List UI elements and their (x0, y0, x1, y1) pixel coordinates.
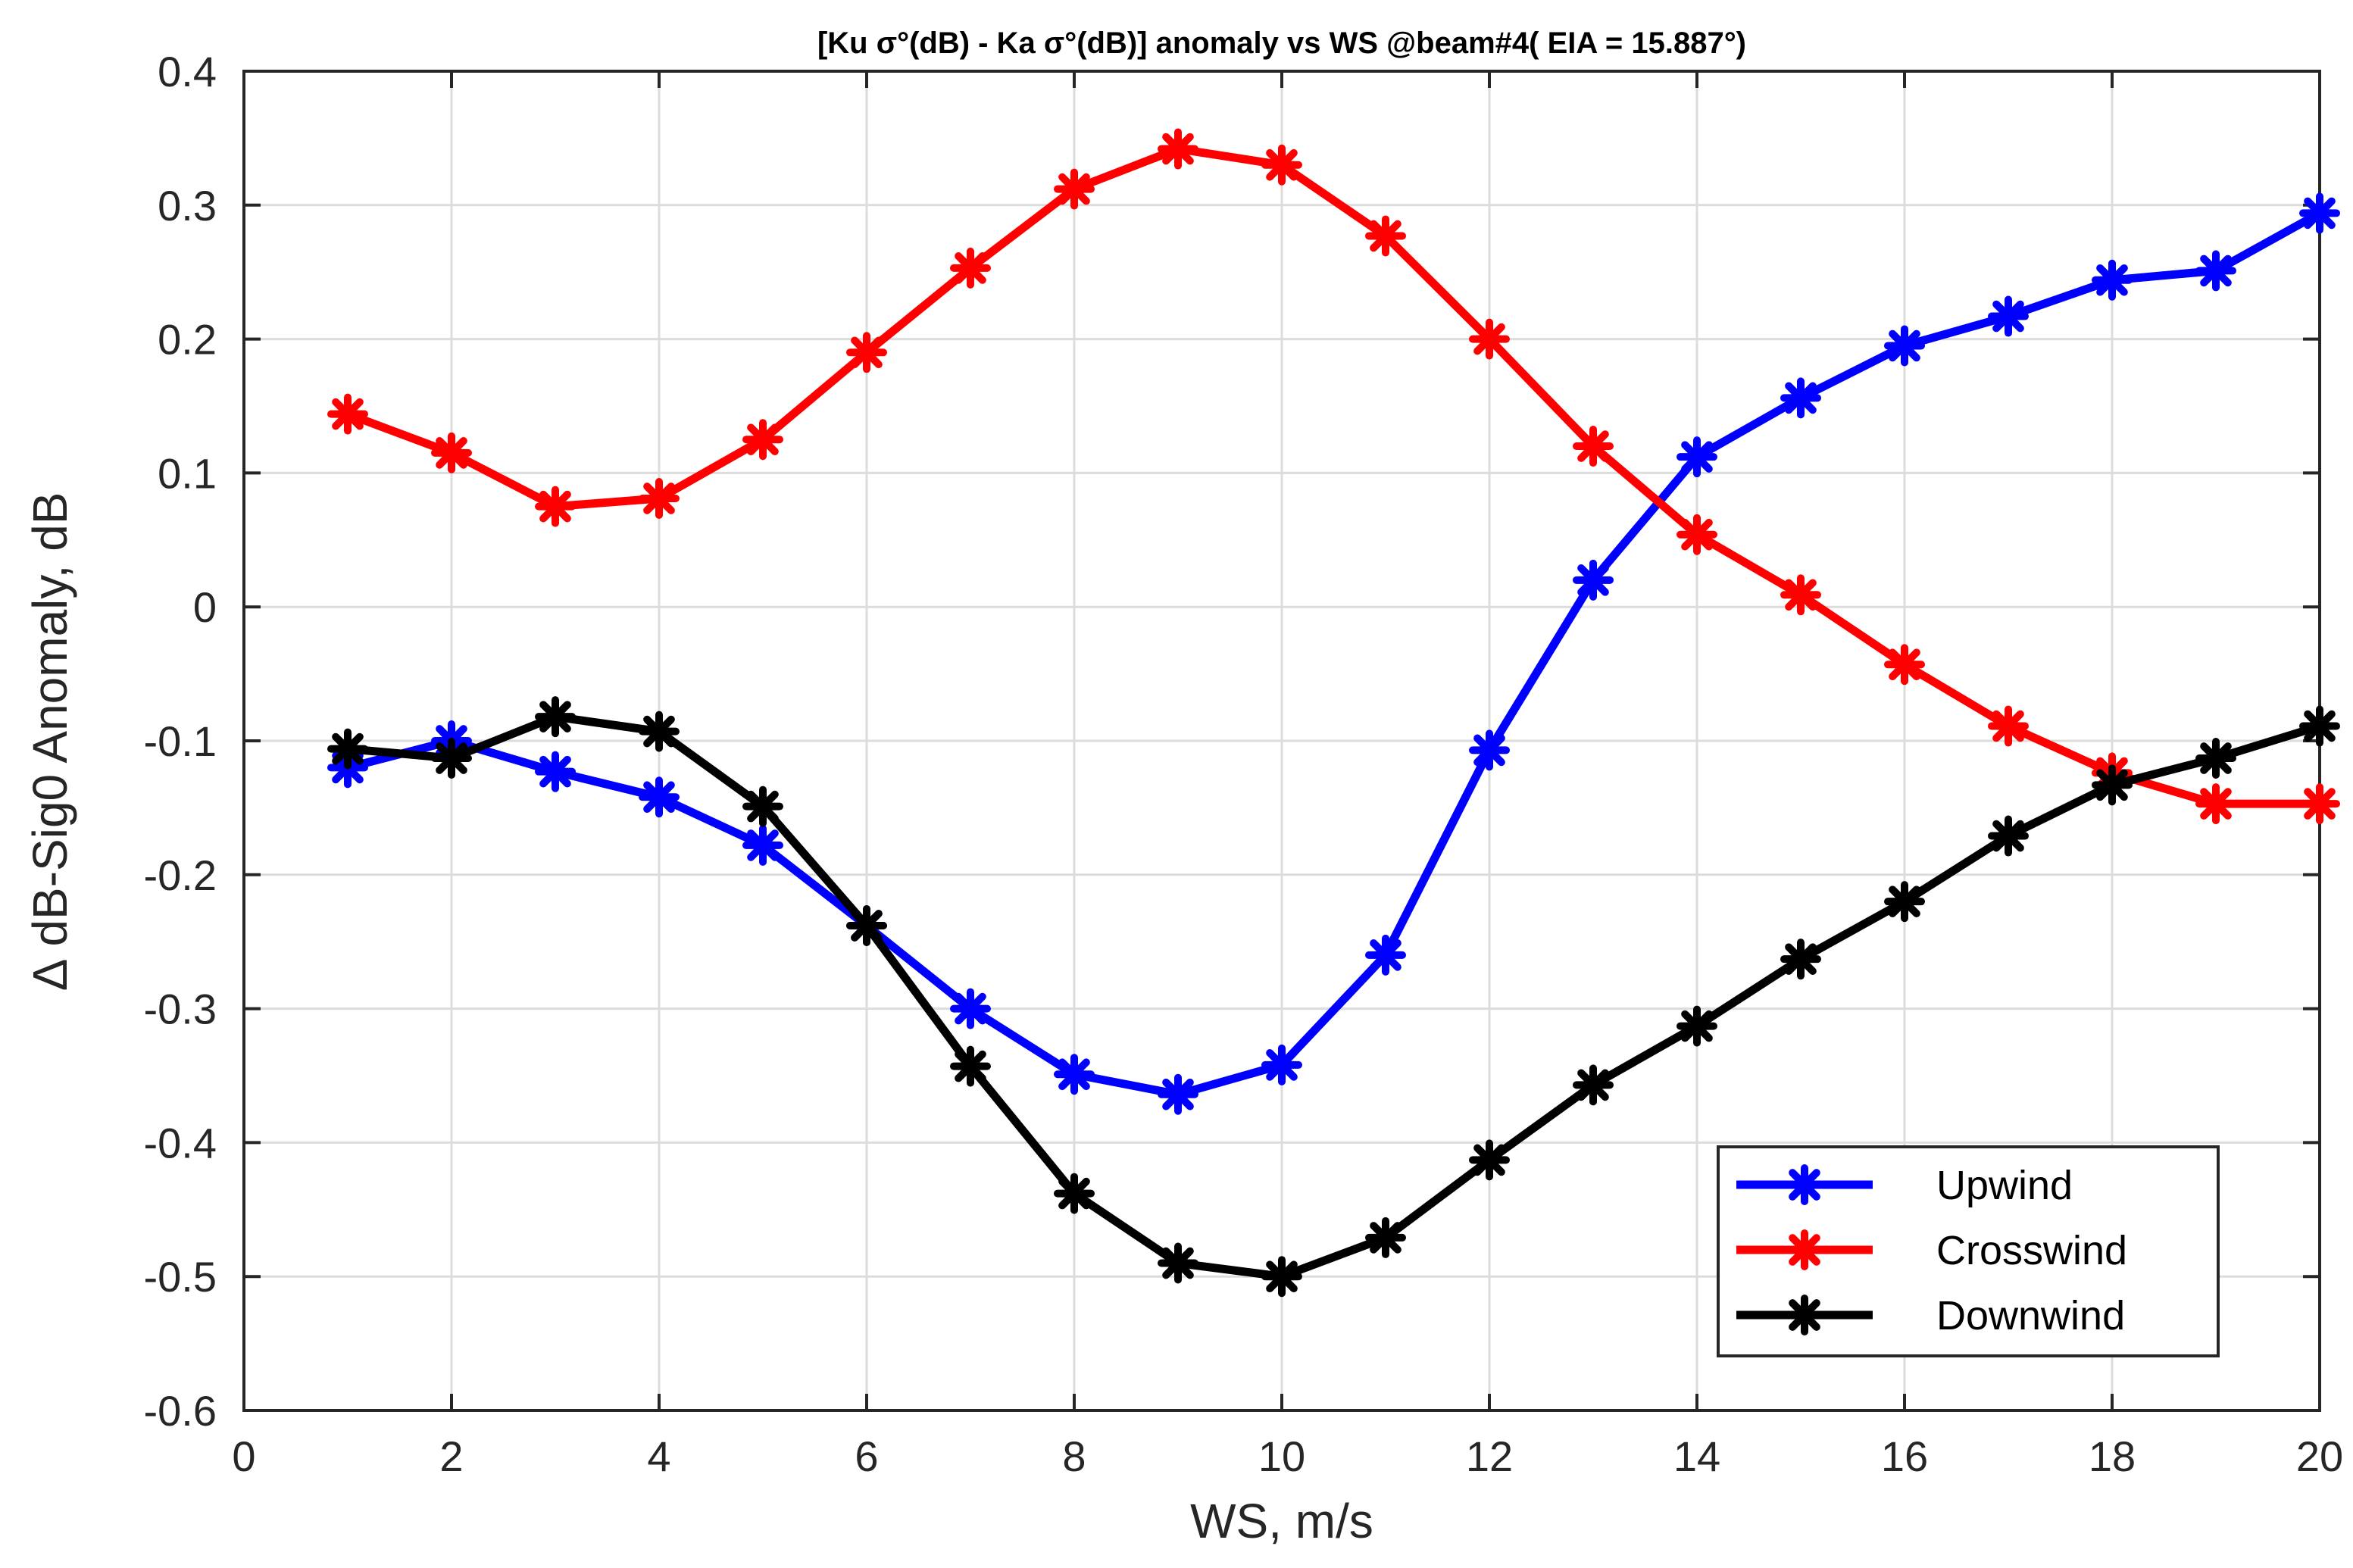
y-axis-label: ∆ dB-Sig0 Anomaly, dB (23, 492, 77, 990)
upwind-point (639, 776, 680, 818)
downwind-point (1054, 1173, 1095, 1214)
y-tick-label: 0.4 (158, 48, 217, 95)
y-tick-label: 0.2 (158, 316, 217, 364)
y-tick-label: -0.5 (144, 1253, 217, 1301)
legend-marker-downwind (1784, 1295, 1825, 1335)
series-layer (327, 128, 2340, 1298)
downwind-point (2092, 764, 2133, 806)
upwind-point (2299, 192, 2340, 234)
x-tick-label: 8 (1062, 1432, 1086, 1480)
x-tick-label: 10 (1258, 1432, 1305, 1480)
downwind-point (1676, 1005, 1717, 1047)
downwind-point (742, 786, 783, 827)
downwind-series (327, 696, 2340, 1298)
crosswind-point (846, 332, 887, 373)
upwind-point (1365, 934, 1406, 976)
crosswind-point (1469, 318, 1510, 360)
chart-title: [Ku σ°(dB) - Ka σ°(dB)] anomaly vs WS @b… (817, 27, 1746, 60)
downwind-line (343, 712, 2324, 1281)
y-tick-label: -0.4 (144, 1119, 217, 1167)
downwind-point (2299, 705, 2340, 747)
upwind-point (1676, 436, 1717, 478)
crosswind-point (2299, 783, 2340, 825)
crosswind-line (343, 145, 2324, 808)
y-tick-label: 0.1 (158, 449, 217, 497)
legend-item-downwind[interactable]: Downwind (1736, 1293, 2125, 1338)
crosswind-point (1988, 705, 2029, 747)
crosswind-point (1365, 215, 1406, 257)
axis-ticks: 0 2 4 6 8 10 12 14 16 18 20 -0.6 -0.5 -0.4 -0.3 -0.2 -0.… (144, 48, 2344, 1480)
upwind-point (1261, 1044, 1302, 1085)
x-tick-label: 12 (1466, 1432, 1513, 1480)
legend-label-upwind: Upwind (1936, 1163, 2073, 1208)
downwind-point (1988, 815, 2029, 857)
crosswind-point (327, 393, 368, 435)
downwind-point (1365, 1217, 1406, 1258)
crosswind-point (1261, 144, 1302, 186)
x-tick-label: 4 (647, 1432, 670, 1480)
x-tick-label: 16 (1881, 1432, 1928, 1480)
upwind-point (1054, 1054, 1095, 1095)
downwind-point (1780, 939, 1821, 980)
x-tick-label: 6 (855, 1432, 878, 1480)
upwind-line (343, 208, 2324, 1099)
upwind-point (2195, 250, 2236, 292)
y-tick-label: -0.6 (144, 1387, 217, 1435)
upwind-point (950, 988, 991, 1029)
downwind-point (535, 696, 576, 738)
x-tick-label: 18 (2089, 1432, 2136, 1480)
x-tick-label: 0 (232, 1432, 255, 1480)
legend-item-crosswind[interactable]: Crosswind (1736, 1228, 2127, 1273)
crosswind-point (1573, 426, 1614, 467)
downwind-point (950, 1045, 991, 1087)
downwind-point (846, 904, 887, 946)
upwind-point (1573, 559, 1614, 601)
downwind-point (1469, 1139, 1510, 1181)
x-tick-label: 2 (439, 1432, 463, 1480)
crosswind-point (1054, 168, 1095, 210)
legend-marker-upwind (1784, 1164, 1825, 1205)
crosswind-point (1780, 574, 1821, 616)
crosswind-point (950, 247, 991, 289)
downwind-point (1884, 881, 1925, 923)
x-axis-label: WS, m/s (1190, 1494, 1373, 1548)
downwind-point (2195, 737, 2236, 779)
downwind-point (1573, 1064, 1614, 1106)
legend-marker-crosswind (1784, 1229, 1825, 1270)
upwind-point (1469, 729, 1510, 771)
downwind-point (639, 711, 680, 752)
y-tick-label: 0.3 (158, 182, 217, 230)
crosswind-point (1676, 514, 1717, 555)
crosswind-point (1158, 128, 1198, 170)
upwind-point (535, 751, 576, 792)
legend-label-crosswind: Crosswind (1936, 1228, 2127, 1273)
y-tick-label: -0.1 (144, 717, 217, 765)
x-tick-label: 14 (1673, 1432, 1720, 1480)
upwind-point (1988, 295, 2029, 337)
y-tick-label: -0.2 (144, 851, 217, 899)
downwind-point (1158, 1242, 1198, 1284)
x-tick-label: 20 (2296, 1432, 2343, 1480)
legend-label-downwind: Downwind (1936, 1293, 2125, 1338)
y-tick-label: -0.3 (144, 985, 217, 1033)
crosswind-point (431, 432, 472, 473)
upwind-point (742, 824, 783, 866)
crosswind-point (2195, 783, 2236, 825)
downwind-point (1261, 1256, 1302, 1298)
downwind-point (327, 728, 368, 770)
upwind-point (1780, 377, 1821, 419)
crosswind-point (742, 419, 783, 461)
upwind-point (2092, 259, 2133, 301)
upwind-point (1884, 325, 1925, 367)
downwind-point (431, 737, 472, 779)
crosswind-point (535, 486, 576, 527)
crosswind-point (639, 477, 680, 519)
legend[interactable]: Upwind Crosswind Downwind (1717, 1145, 2220, 1357)
crosswind-series (327, 128, 2340, 825)
y-tick-label: 0 (193, 583, 217, 631)
upwind-point (1158, 1073, 1198, 1115)
legend-item-upwind[interactable]: Upwind (1736, 1163, 2073, 1208)
crosswind-point (1884, 644, 1925, 686)
